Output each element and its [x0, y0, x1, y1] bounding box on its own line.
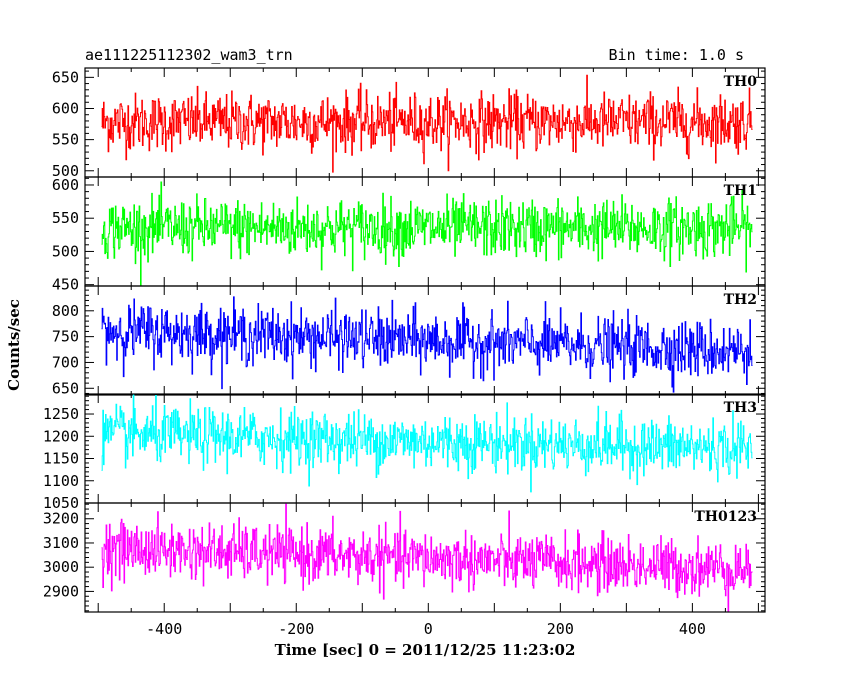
- y-tick-label-th3: 1050: [43, 494, 79, 512]
- chart-title: ae111225112302_wam3_trn: [85, 46, 293, 64]
- panels-group: 500 550 600 650 TH0 450 500 550 600 TH1 650 700 750 8…: [43, 67, 766, 638]
- y-tick-label-th2: 750: [52, 328, 79, 346]
- y-tick-label-th2: 650: [52, 379, 79, 397]
- y-tick-label-th2: 700: [52, 353, 79, 371]
- y-tick-label-th0: 650: [52, 68, 79, 86]
- y-tick-label-th1: 550: [52, 209, 79, 227]
- x-tick-label: -200: [278, 620, 314, 638]
- panel-label-th0123: TH0123: [694, 509, 757, 525]
- series-th3: [101, 394, 753, 493]
- panel-frame-th2: [84, 285, 766, 396]
- series-th0: [101, 74, 753, 173]
- panel-label-th0: TH0: [724, 74, 758, 90]
- x-axis-title: Time [sec] 0 = 2011/12/25 11:23:02: [275, 641, 576, 659]
- x-tick-label: 400: [679, 620, 706, 638]
- y-tick-label-th0123: 2900: [43, 582, 79, 600]
- series-th0123: [101, 503, 753, 612]
- y-tick-label-th0: 600: [52, 99, 79, 117]
- y-tick-label-th3: 1100: [43, 472, 79, 490]
- y-tick-label-th3: 1200: [43, 427, 79, 445]
- y-tick-label-th2: 800: [52, 302, 79, 320]
- panel-label-th2: TH2: [724, 292, 757, 308]
- y-tick-label-th0123: 3200: [43, 510, 79, 528]
- panel-label-th3: TH3: [724, 400, 757, 416]
- x-tick-label: 200: [547, 620, 574, 638]
- y-tick-label-th0: 500: [52, 162, 79, 180]
- x-tick-label: -400: [146, 620, 182, 638]
- panel-label-th1: TH1: [724, 183, 757, 199]
- y-tick-label-th1: 600: [52, 176, 79, 194]
- bin-time-label: Bin time: 1.0 s: [609, 46, 744, 64]
- y-tick-label-th1: 500: [52, 242, 79, 260]
- x-tick-label: 0: [424, 620, 433, 638]
- y-tick-label-th0123: 3100: [43, 534, 79, 552]
- y-tick-label-th3: 1250: [43, 405, 79, 423]
- y-tick-label-th3: 1150: [43, 450, 79, 468]
- series-th2: [101, 296, 753, 393]
- y-tick-label-th1: 450: [52, 276, 79, 294]
- y-tick-label-th0: 550: [52, 131, 79, 149]
- series-th1: [101, 181, 753, 286]
- y-tick-label-th0123: 3000: [43, 558, 79, 576]
- y-axis-title: Counts/sec: [5, 299, 23, 391]
